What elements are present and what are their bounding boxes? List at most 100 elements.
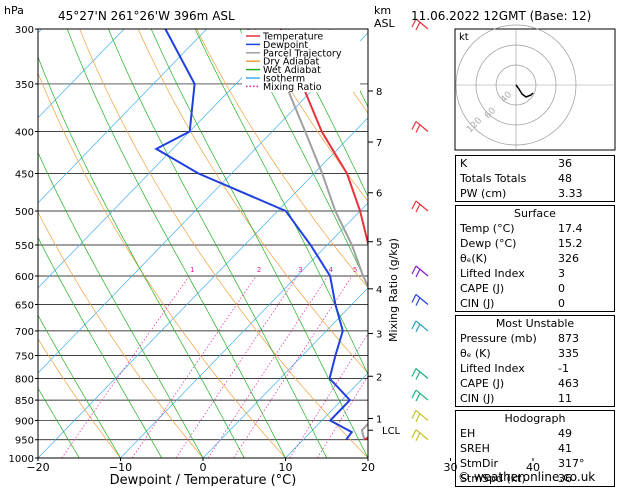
mixing-ratio-line: [62, 276, 190, 458]
mixing-ratio-line: [208, 276, 328, 458]
most-unstable-title: Most Unstable: [456, 316, 614, 331]
wind-barb: [412, 201, 416, 209]
x-axis-label: Dewpoint / Temperature (°C): [110, 473, 297, 486]
legend-label: Mixing Ratio: [263, 82, 322, 93]
y-tick-label: 950: [15, 436, 34, 447]
hodograph-table-title: Hodograph: [456, 411, 614, 426]
mixing-ratio-axis-label: Mixing Ratio (g/kg): [387, 238, 400, 342]
surface-label: CAPE (J): [460, 281, 504, 296]
surface-label: CIN (J): [460, 296, 494, 311]
km-tick-label: 8: [376, 87, 382, 98]
mu-value: 11: [558, 391, 610, 406]
y-tick-label: 800: [15, 374, 34, 385]
mu-label: θₑ (K): [460, 346, 491, 361]
surface-value: 3: [558, 266, 610, 281]
mu-row: Pressure (mb) 873: [456, 331, 614, 346]
km-tick-label: 7: [376, 138, 382, 149]
x-tick-label: −20: [26, 461, 49, 474]
surface-row: CAPE (J)0: [456, 281, 614, 296]
y-tick-label: 400: [15, 128, 34, 139]
surface-label: Lifted Index: [460, 266, 525, 281]
y-tick-label: 700: [15, 327, 34, 338]
wet-adiabat: [109, 29, 327, 458]
most-unstable-box: Most Unstable Pressure (mb) 873 θₑ (K) 335…: [455, 315, 615, 407]
mu-label: Lifted Index: [460, 361, 525, 376]
wind-barb: [412, 266, 416, 274]
asl-unit: ASL: [374, 17, 396, 30]
mu-value: 873: [558, 331, 610, 346]
wind-barb: [416, 298, 420, 306]
wind-barb: [416, 269, 420, 277]
surface-label: Temp (°C): [460, 221, 515, 236]
mu-row: Lifted Index-1: [456, 361, 614, 376]
index-row: Totals Totals 48: [456, 171, 614, 186]
wind-barb: [416, 371, 420, 379]
km-tick-label: 2: [376, 372, 382, 383]
surface-box: Surface Temp (°C)17.4 Dewp (°C)15.2 θₑ(K…: [455, 205, 615, 312]
y-tick-label: 850: [15, 396, 34, 407]
wind-barb: [412, 122, 416, 130]
mu-value: 463: [558, 376, 610, 391]
wind-barb: [416, 393, 420, 401]
km-unit: km: [374, 4, 391, 17]
mixing-ratio-line: [176, 276, 298, 458]
surface-row: CIN (J) 0: [456, 296, 614, 311]
mu-value: 335: [558, 346, 610, 361]
wind-barb: [416, 22, 420, 30]
plot-frame: [38, 29, 368, 458]
wind-barb: [416, 413, 420, 421]
wind-barb: [416, 125, 420, 133]
wet-adiabat: [0, 29, 79, 458]
y-tick-label: 500: [15, 207, 34, 218]
surface-value: 17.4: [558, 221, 610, 236]
mixing-ratio-label: 1: [190, 266, 194, 274]
hodo-label: SREH: [460, 441, 490, 456]
index-value: 48: [558, 171, 610, 186]
hodograph-unit: kt: [459, 32, 469, 43]
surface-label: θₑ(K): [460, 251, 487, 266]
index-label: Totals Totals: [460, 171, 526, 186]
surface-value: 0: [558, 296, 610, 311]
lcl-label: LCL: [382, 426, 401, 437]
wind-barb: [416, 433, 420, 441]
y-tick-label: 600: [15, 272, 34, 283]
isotherm-line: [0, 29, 372, 458]
index-value: 3.33: [558, 186, 610, 201]
km-tick-label: 1: [376, 414, 382, 425]
location-label: 45°27'N 261°26'W 396m ASL: [58, 9, 235, 23]
hodo-label: EH: [460, 426, 475, 441]
km-tick-label: 3: [376, 329, 382, 340]
x-tick-label: 20: [361, 461, 375, 474]
mixing-ratio-label: 4: [329, 266, 334, 274]
wind-barbs: [412, 19, 428, 441]
mu-row: CAPE (J) 463: [456, 376, 614, 391]
mu-row: θₑ (K) 335: [456, 346, 614, 361]
surface-row: Temp (°C) 17.4: [456, 221, 614, 236]
wet-adiabat: [28, 29, 245, 458]
y-tick-label: 900: [15, 416, 34, 427]
index-label: PW (cm): [460, 186, 506, 201]
hodograph: kt 40 60 120: [455, 25, 615, 150]
surface-row: Lifted Index 3: [456, 266, 614, 281]
mu-label: CAPE (J): [460, 376, 504, 391]
y-tick-label: 750: [15, 351, 34, 362]
y-tick-label: 300: [15, 25, 34, 36]
mixing-ratio-label: 2: [257, 266, 261, 274]
wind-barb: [416, 204, 420, 212]
mu-row: CIN (J)11: [456, 391, 614, 406]
y-tick-label: 450: [15, 169, 34, 180]
hodo-label: StmDir: [460, 456, 498, 471]
copyright-footer: © weatheronline.co.uk: [458, 470, 595, 484]
time-label: 11.06.2022 12GMT (Base: 12): [411, 9, 591, 23]
hpa-unit: hPa: [4, 4, 24, 17]
wind-barb: [412, 430, 416, 438]
hodo-value: 41: [558, 441, 610, 456]
mixing-ratio-label: 10: [429, 266, 438, 274]
mu-label: Pressure (mb): [460, 331, 537, 346]
surface-value: 326: [558, 251, 610, 266]
